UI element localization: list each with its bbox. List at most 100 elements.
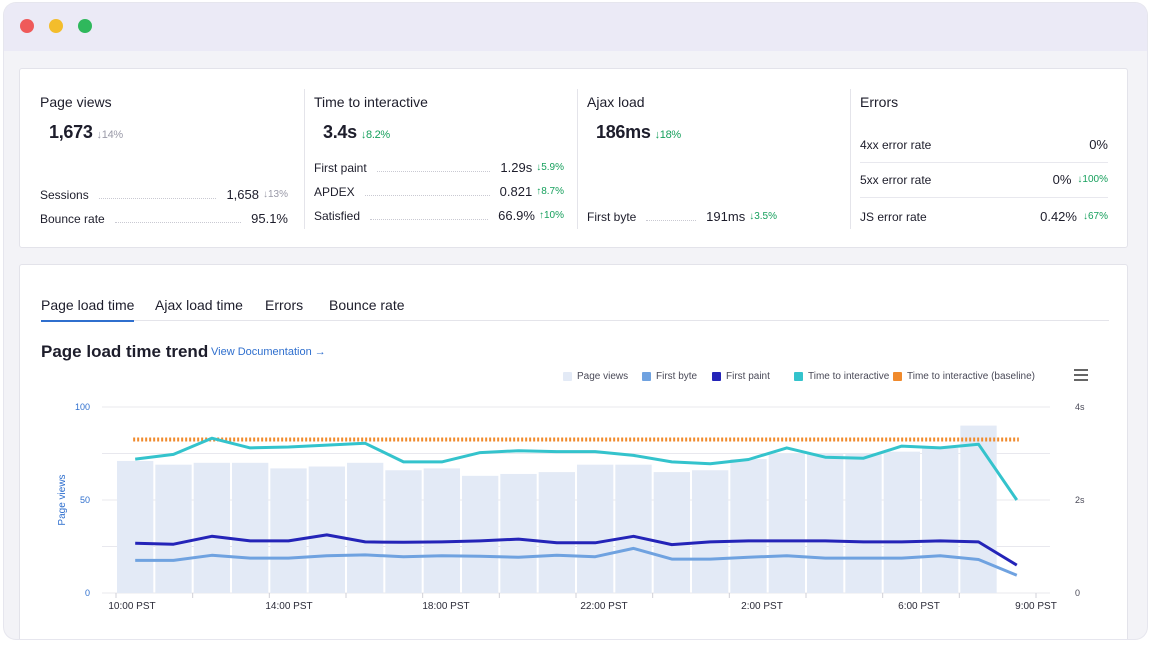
sessions-row: Sessions 1,658 ↓13% <box>40 187 288 202</box>
trend-title: Page load time trend <box>41 342 209 361</box>
close-window-button[interactable] <box>20 19 34 33</box>
legend-first-paint[interactable]: First paint <box>712 371 770 382</box>
legend-label: First byte <box>656 371 698 382</box>
row-value: 1,658 <box>226 187 259 202</box>
y-left-tick-label: 50 <box>80 495 90 505</box>
bar-page-views <box>500 473 537 593</box>
legend-swatch <box>563 372 572 381</box>
y-right-tick-label: 4s <box>1075 402 1085 412</box>
row-value: 0% <box>1089 137 1108 152</box>
divider <box>860 162 1108 163</box>
bar-page-views <box>768 453 805 593</box>
big-value: 3.4s <box>323 122 357 142</box>
bar-page-views <box>462 475 499 593</box>
row-value: 0.821 <box>499 184 533 199</box>
row-label: Sessions <box>40 187 89 202</box>
row-value: 95.1% <box>251 211 288 226</box>
dotted-leader <box>646 220 697 221</box>
row-delta: ↓3.5% <box>749 211 777 222</box>
legend-time-to-interactive[interactable]: Time to interactive <box>794 371 889 382</box>
delta: ↓14% <box>96 129 124 141</box>
bar-page-views <box>117 460 154 593</box>
row-value: 0% <box>1052 172 1072 187</box>
js-error-row: JS error rate 0.42% ↓67% <box>860 209 1108 224</box>
y-left-tick-label: 0 <box>85 588 90 598</box>
bar-page-views <box>423 468 460 593</box>
dotted-leader <box>376 171 491 172</box>
row-value: 0.42% <box>1040 209 1077 224</box>
legend-first-byte[interactable]: First byte <box>642 371 697 382</box>
metric-title: Ajax load <box>587 94 645 110</box>
bar-page-views <box>653 472 690 593</box>
metric-title: Time to interactive <box>314 94 428 110</box>
tab-page-load-time[interactable]: Page load time <box>41 297 135 322</box>
row-delta: ↓67% <box>1082 211 1108 222</box>
view-documentation-link[interactable]: View Documentation → <box>211 346 326 358</box>
legend-swatch <box>794 372 803 381</box>
x-tick-label: 10:00 PST <box>108 601 155 612</box>
tab-bounce-rate[interactable]: Bounce rate <box>329 297 405 313</box>
bar-page-views <box>692 470 729 593</box>
tab-errors[interactable]: Errors <box>265 297 304 313</box>
legend-swatch <box>893 372 902 381</box>
bar-page-views <box>922 447 959 593</box>
legend-page-views[interactable]: Page views <box>563 371 628 382</box>
metric-title: Errors <box>860 94 899 110</box>
delta: ↓8.2% <box>360 129 390 141</box>
x-tick-label: 2:00 PST <box>741 601 783 612</box>
hamburger-menu-icon[interactable] <box>1074 369 1088 381</box>
legend-label: Time to interactive (baseline) <box>907 371 1036 382</box>
bar-page-views <box>538 472 575 593</box>
big-value: 186ms <box>596 122 651 142</box>
x-tick-label: 18:00 PST <box>422 601 469 612</box>
bar-page-views <box>807 453 844 593</box>
x-tick-label: 6:00 PST <box>898 601 940 612</box>
bar-page-views <box>577 464 614 593</box>
legend-tti-baseline[interactable]: Time to interactive (baseline) <box>893 371 1035 382</box>
first-byte-row: First byte 191ms ↓3.5% <box>587 209 777 224</box>
tti-value: 3.4s ↓8.2% <box>323 122 390 143</box>
maximize-window-button[interactable] <box>78 19 92 33</box>
x-tick-label: 14:00 PST <box>265 601 312 612</box>
bounce-rate-row: Bounce rate 95.1% <box>40 211 288 226</box>
bar-page-views <box>347 462 384 593</box>
title-bar <box>4 3 1147 51</box>
x-tick-label: 22:00 PST <box>580 601 627 612</box>
legend-swatch <box>712 372 721 381</box>
page-views-panel: Page views 1,673 ↓14% Sessions 1,658 ↓13%… <box>40 69 288 247</box>
bar-page-views <box>960 425 997 593</box>
legend-label: First paint <box>726 371 770 382</box>
tab-bar: Page load time Ajax load time Errors Bou… <box>41 293 1109 322</box>
first-paint-row: First paint 1.29s ↓5.9% <box>314 160 564 175</box>
divider <box>304 89 305 229</box>
row-label: 4xx error rate <box>860 137 932 152</box>
4xx-error-row: 4xx error rate 0% <box>860 137 1108 152</box>
5xx-error-row: 5xx error rate 0% ↓100% <box>860 172 1108 187</box>
row-label: 5xx error rate <box>860 172 932 187</box>
apdex-row: APDEX 0.821 ↑8.7% <box>314 184 564 199</box>
ajax-value: 186ms ↓18% <box>596 122 681 143</box>
dotted-leader <box>98 198 217 199</box>
delta: ↓18% <box>654 129 682 141</box>
bar-page-views <box>385 470 422 593</box>
page-views-value: 1,673 ↓14% <box>49 122 123 143</box>
bar-page-views <box>232 462 269 593</box>
divider <box>860 197 1108 198</box>
row-label: First byte <box>587 209 637 224</box>
row-value: 66.9% <box>498 208 535 223</box>
row-label: JS error rate <box>860 209 927 224</box>
dotted-leader <box>364 195 490 196</box>
bar-page-views <box>308 466 345 593</box>
series-first-byte <box>135 546 1018 577</box>
row-delta: ↑10% <box>538 210 564 221</box>
page-load-time-chart: 0 50 100 0 2s 4s Page views 10:00 PST 14:00 PST 1… <box>57 402 1085 612</box>
row-value: 1.29s <box>500 160 533 175</box>
browser-window: Page views 1,673 ↓14% Sessions 1,658 ↓13%… <box>4 3 1147 639</box>
tab-ajax-load-time[interactable]: Ajax load time <box>155 297 243 313</box>
errors-panel: Errors 4xx error rate 0% 5xx error rate … <box>848 69 1118 247</box>
trend-card: Page load time Ajax load time Errors Bou… <box>19 264 1128 639</box>
minimize-window-button[interactable] <box>49 19 63 33</box>
y-right-tick-label: 2s <box>1075 495 1085 505</box>
row-delta: ↑8.7% <box>536 186 564 197</box>
satisfied-row: Satisfied 66.9% ↑10% <box>314 208 564 223</box>
